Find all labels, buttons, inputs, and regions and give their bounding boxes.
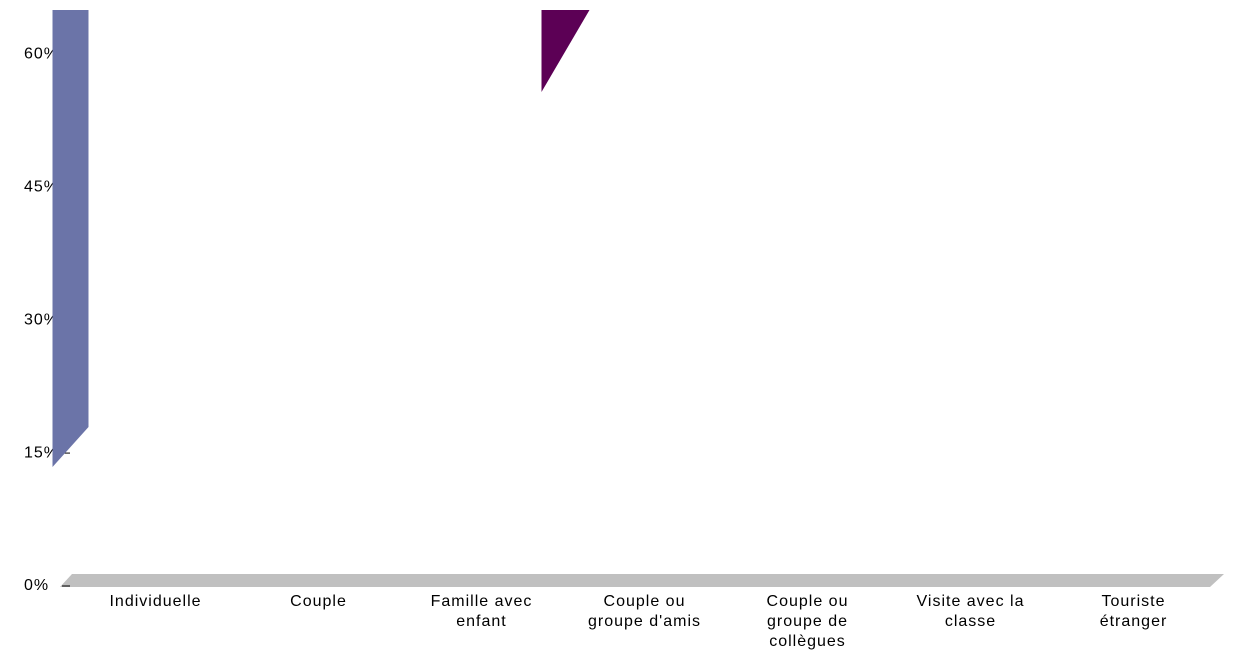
- x-tick-label: Visite avec la classe: [917, 593, 1025, 630]
- y-tick-label: 30%: [24, 311, 59, 328]
- y-tick-label: 0%: [24, 577, 49, 594]
- bar: [541, 10, 590, 92]
- y-tick-label: 45%: [24, 178, 59, 195]
- y-tick-label: 60%: [24, 46, 59, 63]
- x-tick-label: Couple ou groupe de collègues: [767, 593, 849, 650]
- bar: [52, 10, 89, 467]
- y-tick-label: 15%: [24, 444, 59, 461]
- x-tick-label: Couple ou groupe d'amis: [588, 593, 701, 630]
- x-tick-label: Couple: [290, 593, 347, 610]
- x-tick-label: Famille avec enfant: [431, 593, 533, 630]
- x-tick-label: Touriste étranger: [1100, 593, 1168, 630]
- floor: [60, 574, 1224, 587]
- x-tick-label: Individuelle: [109, 593, 201, 610]
